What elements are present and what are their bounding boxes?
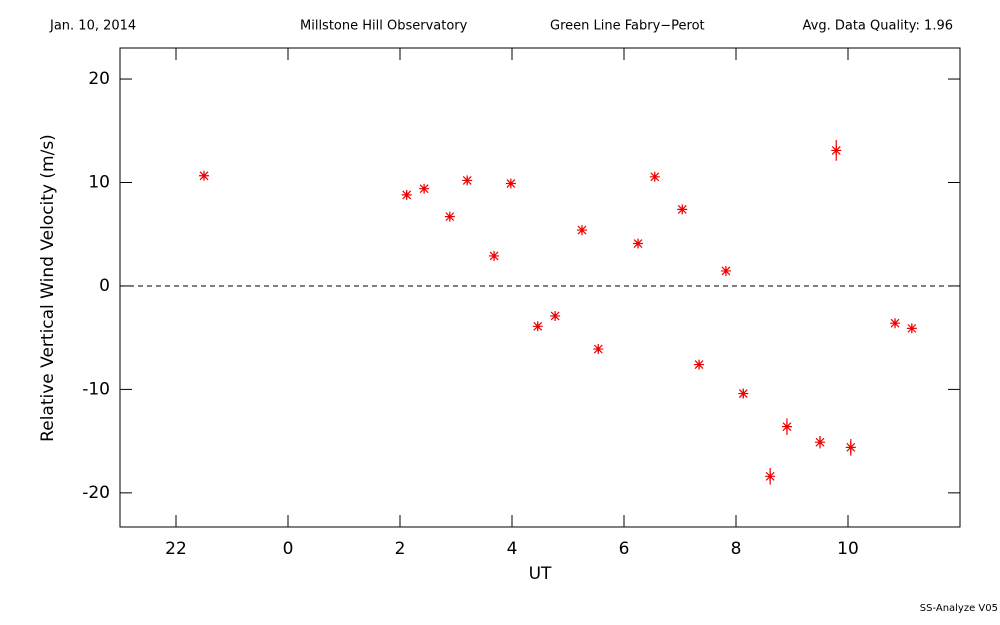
data-point xyxy=(593,344,604,355)
data-point xyxy=(633,238,643,249)
y-tick-label: 20 xyxy=(88,69,110,89)
header-instrument: Green Line Fabry−Perot xyxy=(550,19,705,34)
data-point xyxy=(401,189,412,200)
x-axis-label: UT xyxy=(529,564,552,584)
x-tick-label: 8 xyxy=(731,539,742,559)
data-point xyxy=(765,471,776,482)
header-date: Jan. 10, 2014 xyxy=(49,19,136,34)
data-point xyxy=(199,170,209,181)
x-tick-label: 10 xyxy=(837,539,859,559)
data-point xyxy=(489,250,500,261)
data-point xyxy=(738,388,749,399)
x-tick-label: 2 xyxy=(395,539,406,559)
x-tick-label: 4 xyxy=(507,539,518,559)
data-point xyxy=(505,178,516,189)
data-point xyxy=(720,265,731,276)
data-point xyxy=(577,225,587,236)
data-point xyxy=(845,442,856,453)
y-tick-label: -10 xyxy=(82,379,110,399)
data-point xyxy=(815,437,825,448)
plot-frame xyxy=(119,47,961,528)
header-quality: Avg. Data Quality: 1.96 xyxy=(803,19,953,34)
data-point xyxy=(831,145,842,156)
y-axis-label: Relative Vertical Wind Velocity (m/s) xyxy=(38,134,58,442)
data-point xyxy=(890,318,901,329)
data-point xyxy=(694,359,705,370)
header-site: Millstone Hill Observatory xyxy=(300,19,468,34)
data-point xyxy=(677,204,688,215)
data-point xyxy=(906,323,917,334)
footer: SS-Analyze V05 xyxy=(920,603,998,614)
y-tick-label: 0 xyxy=(99,276,110,296)
x-tick-label: 6 xyxy=(619,539,630,559)
data-point xyxy=(462,175,473,186)
data-point xyxy=(550,310,561,321)
data-point xyxy=(444,211,455,222)
data-point xyxy=(649,171,660,182)
x-tick-label: 0 xyxy=(283,539,294,559)
y-tick-label: -20 xyxy=(82,483,110,503)
data-point xyxy=(781,421,792,432)
y-tick-label: 10 xyxy=(88,172,110,192)
x-tick-label: 22 xyxy=(165,539,187,559)
data-point xyxy=(532,321,543,332)
data-point xyxy=(419,183,430,194)
